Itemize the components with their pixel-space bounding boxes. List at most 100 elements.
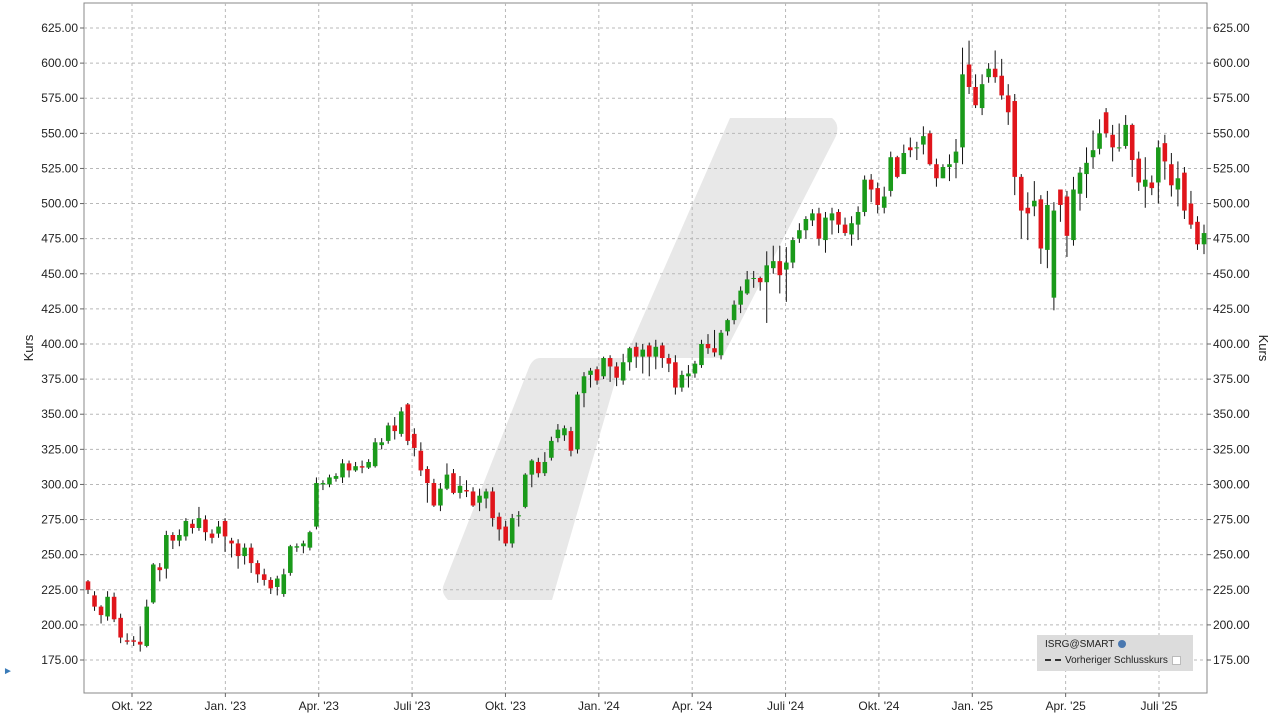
candle (549, 436, 554, 461)
candle (470, 487, 476, 507)
candle-body-down (927, 133, 933, 165)
candle (999, 58, 1004, 100)
candle (699, 339, 704, 368)
candle-body-up (810, 213, 815, 221)
candle-body-down (646, 345, 652, 357)
candle-body-up (320, 483, 326, 485)
y-tick-label-right: 475.00 (1213, 232, 1250, 246)
candle (627, 346, 632, 371)
y-tick-label-left: 425.00 (41, 302, 78, 316)
candle-body-up (314, 483, 319, 527)
candle-body-down (1188, 203, 1194, 225)
candle (1182, 167, 1187, 220)
candle (412, 428, 417, 457)
candle (855, 206, 861, 241)
y-axis-right: 625.00 600.00 575.00 550.00 525.00 500.00 475.… (1207, 21, 1250, 667)
candle-body-up (718, 332, 724, 356)
candle-body-up (947, 164, 952, 168)
y-tick-label-right: 525.00 (1213, 161, 1250, 175)
candle-body-up (725, 320, 730, 332)
candle-body-down (1038, 199, 1044, 249)
candle-body-up (881, 196, 887, 208)
candle-body-down (235, 543, 241, 557)
candle-body-down (85, 581, 91, 590)
candle (366, 459, 371, 469)
candle (483, 488, 489, 509)
candle (914, 141, 920, 161)
candle-body-down (131, 640, 136, 642)
candle-body-down (1018, 176, 1024, 211)
candle (842, 217, 848, 236)
candle-body-down (157, 567, 163, 571)
candle-body-down (203, 519, 208, 533)
y-tick-label-right: 575.00 (1213, 91, 1250, 105)
candle-body-down (999, 75, 1004, 96)
y-axis-left: 625.00 600.00 575.00 550.00 525.00 500.00 475.… (41, 21, 84, 667)
candle-body-down (261, 574, 267, 580)
y-axis-label-right: Kurs (1256, 335, 1271, 362)
candle (457, 476, 463, 499)
y-tick-label-left: 225.00 (41, 583, 78, 597)
y-tick-label-right: 400.00 (1213, 337, 1250, 351)
candles (85, 40, 1207, 652)
candle (359, 460, 365, 474)
candle (568, 426, 574, 457)
candle-body-up (301, 543, 306, 547)
candle (849, 216, 854, 246)
candle (131, 636, 136, 646)
candle-body-down (1058, 189, 1063, 205)
candle (196, 506, 202, 531)
candle-body-down (875, 188, 880, 205)
y-tick-label-left: 350.00 (41, 407, 78, 421)
y-tick-label-right: 450.00 (1213, 267, 1250, 281)
candle (1123, 115, 1128, 149)
candle (301, 540, 306, 554)
candle-body-down (594, 369, 600, 381)
candle-body-up (601, 358, 606, 377)
candle-body-down (255, 563, 260, 575)
candle-body-up (686, 373, 691, 377)
candle-body-down (1136, 158, 1142, 183)
candle-body-up (340, 463, 345, 478)
candle-body-up (627, 348, 632, 363)
zoom-tool-icon[interactable]: ► (3, 666, 13, 677)
candle (92, 591, 97, 611)
candle (124, 633, 130, 645)
y-tick-label-left: 275.00 (41, 513, 78, 527)
candle-body-down (1182, 172, 1187, 211)
candle-body-down (1005, 95, 1011, 113)
candle-body-up (784, 262, 789, 270)
candle-body-up (438, 488, 443, 506)
y-tick-label-left: 600.00 (41, 56, 78, 70)
legend-symbol: ISRG@SMART (1045, 639, 1115, 650)
legend-previous-close-row[interactable]: Vorheriger Schlusskurs (1045, 654, 1181, 668)
candle (1051, 202, 1057, 311)
candle-body-down (614, 366, 619, 378)
y-tick-label-left: 175.00 (41, 653, 78, 667)
candle-body-down (868, 179, 874, 190)
candle (1162, 134, 1168, 180)
x-tick-label: Apr. '25 (1045, 699, 1086, 713)
y-tick-label-right: 625.00 (1213, 21, 1250, 35)
candle (1136, 151, 1142, 191)
candle-body-up (366, 461, 371, 468)
y-tick-label-right: 500.00 (1213, 197, 1250, 211)
candle (1097, 119, 1102, 155)
candle (1175, 161, 1181, 207)
candle-body-up (699, 344, 704, 366)
candle-body-up (307, 532, 313, 548)
checkbox-icon[interactable] (1171, 655, 1181, 665)
candle-body-up (803, 219, 809, 231)
candle (1025, 192, 1031, 241)
candle-body-up (862, 179, 867, 212)
candle (137, 626, 143, 652)
y-tick-label-left: 500.00 (41, 197, 78, 211)
candle-body-up (744, 279, 750, 294)
y-tick-label-right: 325.00 (1213, 442, 1250, 456)
candle-body-down (222, 520, 228, 537)
candle-body-up (731, 304, 737, 321)
candle (862, 175, 867, 217)
candle-body-up (953, 151, 959, 163)
candle-body-down (536, 461, 541, 474)
candle (385, 422, 391, 444)
